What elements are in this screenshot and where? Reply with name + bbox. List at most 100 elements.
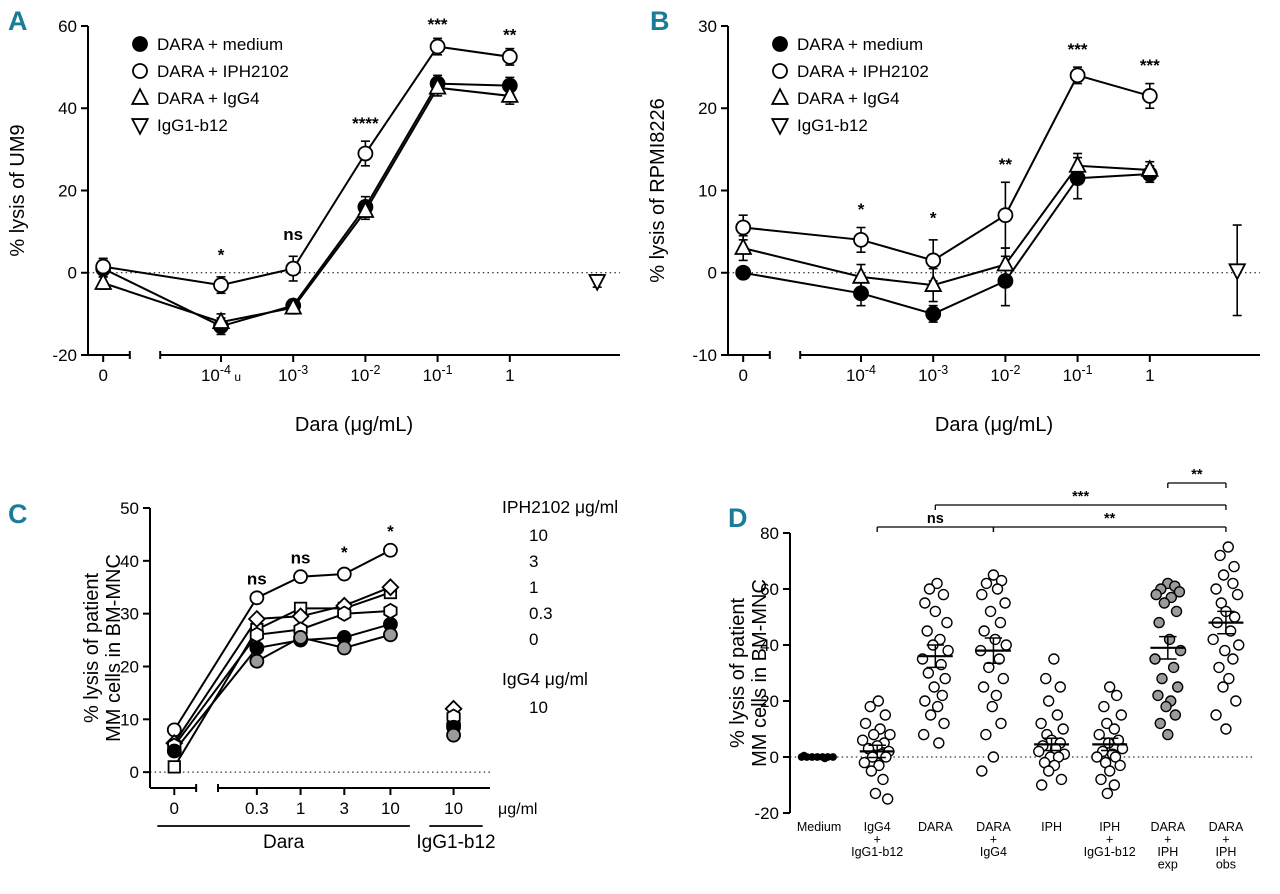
circle-marker <box>1055 773 1068 786</box>
circle-marker <box>978 625 990 637</box>
x-tick-label: 10-2 <box>350 363 380 385</box>
y-tick-label: 40 <box>760 636 779 655</box>
y-axis-title: MM cells in BM-MNC <box>103 554 125 742</box>
significance-label: **** <box>352 114 379 133</box>
circle-marker <box>1103 765 1116 777</box>
circle-marker <box>132 36 148 52</box>
x-tick-label: 10 <box>381 799 400 818</box>
circle-marker <box>925 252 942 269</box>
circle-marker <box>772 36 788 52</box>
circle-marker <box>1054 681 1066 693</box>
triangle-down-marker <box>1228 263 1247 281</box>
panel-A-label: A <box>8 6 28 36</box>
triangle-up-marker <box>428 76 447 95</box>
y-tick-label: 60 <box>760 580 779 599</box>
significance-label: * <box>858 200 865 219</box>
y-tick-label: 20 <box>760 692 779 711</box>
circle-marker <box>922 667 935 679</box>
significance-label: ** <box>1191 467 1203 483</box>
circle-marker <box>990 689 1003 702</box>
circle-marker <box>336 640 352 656</box>
panel-A: A -20 0 20 40 60 0 10-4 u 10-3 10-2 10-1 1 * ns **** *… <box>0 0 640 447</box>
circle-marker <box>865 765 878 777</box>
y-axis-title: % lysis of RPMI8226 <box>647 98 669 283</box>
triangle-up-marker <box>851 266 871 284</box>
circle-marker <box>249 590 265 606</box>
triangle-down-marker <box>130 118 150 136</box>
circle-marker <box>132 63 148 79</box>
circle-marker <box>1110 689 1123 702</box>
triangle-up-marker <box>770 87 790 105</box>
y-tick-label: -10 <box>692 346 717 365</box>
legend-label: 10 <box>529 526 548 545</box>
triangle-up-marker <box>94 272 113 290</box>
y-tick-label: 20 <box>698 99 717 118</box>
x-tick-label: 1 <box>1145 366 1154 385</box>
circle-marker <box>1227 577 1239 590</box>
square-marker <box>167 760 181 774</box>
panel-D-chart: -20 0 20 40 60 80 Medium IgG4 + IgG1-b12 DARA DARA +… <box>727 467 1255 872</box>
x-category-label: DARA + IPH obs <box>1209 820 1244 872</box>
circle-marker <box>929 605 942 618</box>
panel-B-label: B <box>650 6 670 36</box>
y-axis-title: MM cells in BM-MNC <box>749 579 771 767</box>
triangle-up-marker <box>500 85 519 103</box>
legend-label: IgG1-b12 <box>157 116 228 135</box>
x-tick-label: 1 <box>505 366 514 385</box>
triangle-up-marker <box>1140 159 1159 177</box>
significance-label: ** <box>999 155 1013 174</box>
series-line <box>256 633 391 663</box>
circle-marker <box>917 728 930 741</box>
x-tick-label: 10-2 <box>990 363 1020 385</box>
circle-marker <box>95 258 112 275</box>
circle-marker <box>984 605 997 618</box>
circle-marker <box>921 625 933 637</box>
circle-marker <box>1051 709 1064 721</box>
circle-marker <box>879 709 892 721</box>
legend-label: 10 <box>529 698 548 717</box>
series-line <box>102 86 510 324</box>
significance-label: ns <box>283 225 303 244</box>
x-tick-label: 10-1 <box>423 363 453 385</box>
circle-marker <box>1217 569 1230 581</box>
circle-marker <box>1156 672 1168 685</box>
circle-marker <box>939 672 951 685</box>
circle-marker <box>1228 611 1241 623</box>
circle-marker <box>1091 751 1103 763</box>
circle-marker <box>1158 597 1171 609</box>
x-tick-label: 10-3 <box>278 363 308 385</box>
circle-marker <box>977 681 990 693</box>
circle-marker <box>249 653 265 669</box>
circle-marker <box>986 700 998 713</box>
circle-marker <box>1167 661 1180 674</box>
triangle-up-marker <box>996 253 1015 272</box>
x-category-label: DARA <box>918 820 953 834</box>
circle-marker <box>293 630 308 645</box>
series-line <box>742 164 1150 287</box>
circle-marker <box>1154 717 1166 730</box>
circle-marker <box>1153 616 1165 629</box>
circle-marker <box>858 756 871 769</box>
x-tick-label: 0 <box>98 366 107 385</box>
significance-label: * <box>930 208 937 227</box>
group-label: IgG1-b12 <box>416 832 495 853</box>
y-tick-label: 0 <box>68 264 77 283</box>
panel-D: D -20 0 20 40 60 80 Medium IgG4 + IgG1-b12 DARA DAR… <box>640 447 1280 894</box>
circle-marker <box>938 717 950 730</box>
circle-marker <box>1228 560 1240 573</box>
circle-marker <box>983 661 995 674</box>
legend-title: IgG4 μg/ml <box>502 669 588 689</box>
circle-marker <box>1210 709 1222 721</box>
significance-label: ns <box>291 548 311 567</box>
circle-marker <box>1171 681 1184 693</box>
triangle-up-marker <box>130 87 150 105</box>
y-tick-label: 10 <box>120 710 139 729</box>
circle-marker <box>1231 588 1244 601</box>
x-unit-label: μg/ml <box>498 801 537 818</box>
triangle-up-marker <box>1068 155 1087 173</box>
y-tick-label: 0 <box>130 763 139 782</box>
circle-marker <box>429 38 446 55</box>
